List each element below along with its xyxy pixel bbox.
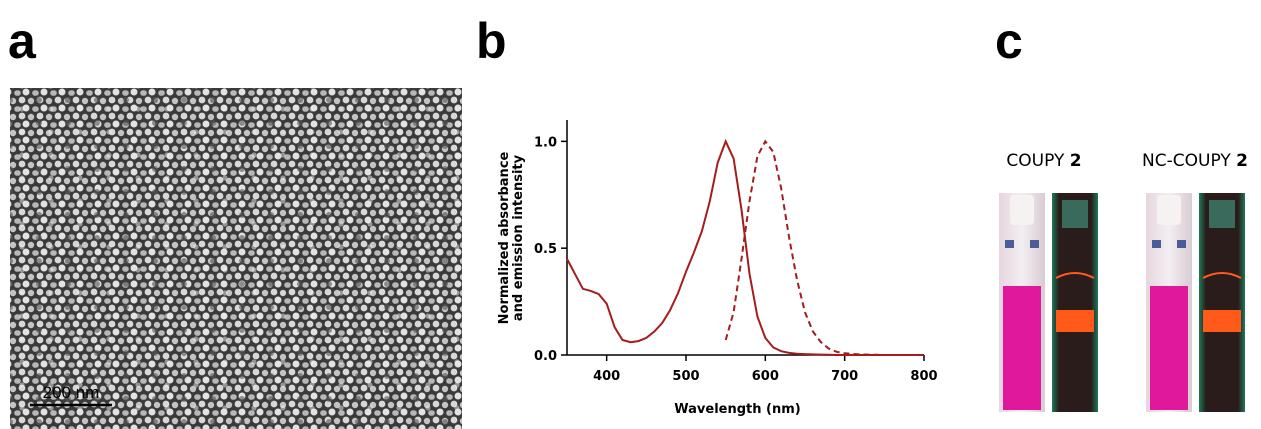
cuvette-dark [1052, 193, 1098, 412]
y-tick-label: 1.0 [534, 135, 557, 150]
x-tick-label: 800 [910, 369, 937, 384]
cuvette-photos [999, 193, 1245, 412]
cuvette-light [999, 193, 1045, 412]
x-tick-label: 600 [752, 369, 779, 384]
x-axis-label: Wavelength (nm) [674, 402, 800, 417]
y-axis-label: Normalized absorbance [497, 151, 512, 324]
panel-label: c [995, 13, 1023, 69]
caption: NC-COUPY 2 [1142, 151, 1248, 171]
caption-number: 2 [1236, 151, 1248, 171]
x-tick-label: 400 [593, 369, 620, 384]
cuvette-dark [1199, 193, 1245, 412]
caption: COUPY 2 [1006, 151, 1081, 171]
chart: 0.0 0.5 1.0 400 500 600 700 800 Wavelength (nm) N… [497, 120, 938, 417]
x-tick-label: 500 [672, 369, 699, 384]
panel-label: b [476, 13, 507, 69]
y-axis-label: and emission intensity [511, 154, 526, 321]
scale-bar-label: 200 nm [43, 383, 100, 402]
caption-number: 2 [1070, 151, 1082, 171]
data-line [566, 138, 924, 356]
data-line [724, 139, 924, 356]
cuvette-light [1146, 193, 1192, 412]
y-tick-label: 0.0 [534, 349, 557, 364]
x-tick-label: 700 [831, 369, 858, 384]
tem-image: 200 nm [10, 88, 462, 429]
y-tick-label: 0.5 [534, 242, 557, 257]
caption-name: NC-COUPY [1142, 151, 1231, 171]
caption-name: COUPY [1006, 151, 1065, 171]
panel-label: a [8, 13, 37, 69]
